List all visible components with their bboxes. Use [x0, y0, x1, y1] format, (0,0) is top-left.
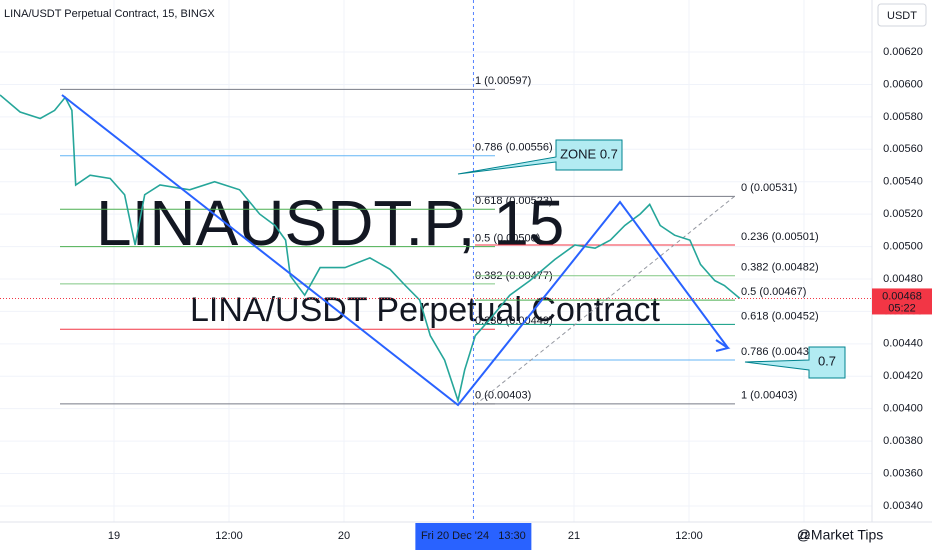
- fib-label: 0.618 (0.00452): [741, 310, 819, 322]
- trend-line: [61, 94, 729, 407]
- last-price-box: [872, 288, 932, 315]
- fib-levels: 1 (0.00597) 0.786 (0.00556) 0.618 (0.00523…: [60, 75, 819, 405]
- crosshair-box: [415, 523, 532, 550]
- credit: @Market Tips: [797, 527, 884, 543]
- y-tick-label: 0.00480: [883, 273, 923, 285]
- fib-label: 0.382 (0.00482): [741, 262, 819, 274]
- crosshair-label: Fri 20 Dec '24 13:30: [421, 530, 526, 542]
- fib-label: 0.786 (0.00430): [741, 346, 819, 358]
- x-tick-label: 20: [338, 530, 350, 542]
- y-tick-label: 0.00520: [883, 208, 923, 220]
- plot: [0, 94, 741, 404]
- chart-title: LINA/USDT Perpetual Contract, 15, BINGX: [4, 8, 215, 20]
- fib-label: 0 (0.00531): [741, 182, 797, 194]
- callout-text: 0.7: [818, 353, 836, 368]
- last-price-label: 0.00468: [882, 290, 922, 302]
- fib-label: 0 (0.00403): [475, 390, 531, 402]
- price-line: [0, 94, 741, 404]
- price-axis: [872, 0, 932, 550]
- y-tick-label: 0.00560: [883, 143, 923, 155]
- x-tick-label: 22: [798, 530, 810, 542]
- fib-label: 0.5 (0.00467): [741, 286, 806, 298]
- y-tick-label: 0.00400: [883, 403, 923, 415]
- x-tick-label: 19: [108, 530, 120, 542]
- y-tick-label: 0.00360: [883, 467, 923, 479]
- fib-label: 1 (0.00597): [475, 75, 531, 87]
- callout: [744, 346, 846, 379]
- x-tick-label: 21: [568, 530, 580, 542]
- y-tick-label: 0.00440: [883, 338, 923, 350]
- axis-unit[interactable]: USDT: [887, 10, 917, 22]
- y-tick-label: 0.00580: [883, 111, 923, 123]
- watermark-name: LINA/USDT Perpetual Contract: [190, 291, 660, 329]
- y-tick-label: 0.00600: [883, 78, 923, 90]
- x-tick-label: 12:00: [215, 530, 243, 542]
- arrow-head: [715, 339, 731, 352]
- grid: [0, 0, 872, 522]
- y-tick-label: 0.00340: [883, 500, 923, 512]
- x-tick-label: 12:00: [675, 530, 703, 542]
- y-tick-label: 0.00420: [883, 370, 923, 382]
- fib-label: 0.236 (0.00449): [475, 315, 553, 327]
- fib-label: 0.5 (0.00500): [475, 232, 540, 244]
- y-tick-label: 0.00500: [883, 240, 923, 252]
- unit-button[interactable]: [877, 3, 927, 27]
- fib-label: 0.236 (0.00501): [741, 231, 819, 243]
- fib-label: 0.786 (0.00556): [475, 142, 553, 154]
- fib-label: 1 (0.00403): [741, 390, 797, 402]
- countdown-label: 05:22: [888, 302, 916, 314]
- y-tick-label: 0.00380: [883, 435, 923, 447]
- fib-label: 0.618 (0.00523): [475, 195, 553, 207]
- y-tick-label: 0.00620: [883, 46, 923, 58]
- y-tick-label: 0.00540: [883, 176, 923, 188]
- callout: [457, 139, 623, 175]
- callout-text: ZONE 0.7: [560, 146, 618, 161]
